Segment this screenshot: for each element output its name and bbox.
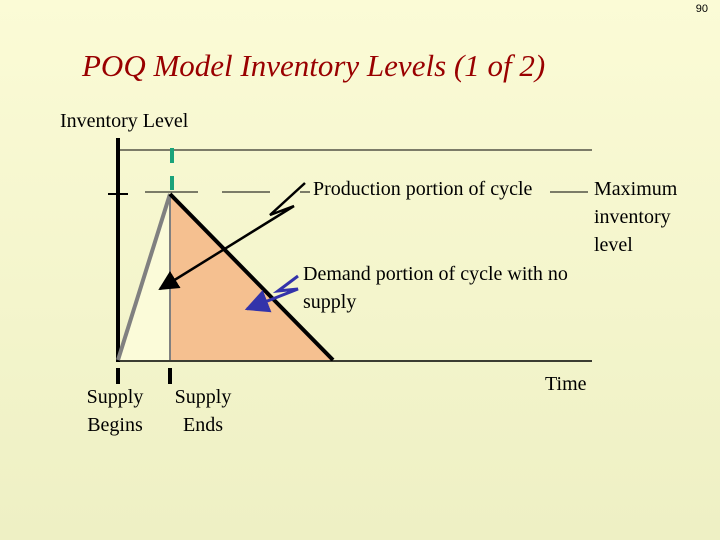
demand-line [168,192,335,362]
slide-title: POQ Model Inventory Levels (1 of 2) [82,48,546,83]
page-number: 90 [695,3,708,15]
supply-ends-label: Supply Ends [174,386,232,436]
production-line [116,193,172,361]
maximum-annotation: Maximum inventory level [594,178,678,256]
demand-arrow [244,274,299,313]
production-arrow [158,182,306,291]
y-axis-label: Inventory Level [60,110,189,132]
supply-begins-label: Supply Begins [86,386,144,436]
x-axis-label: Time [545,373,587,395]
production-annotation: Production portion of cycle [313,178,533,200]
demand-annotation: Demand portion of cycle with no supply [303,263,568,313]
